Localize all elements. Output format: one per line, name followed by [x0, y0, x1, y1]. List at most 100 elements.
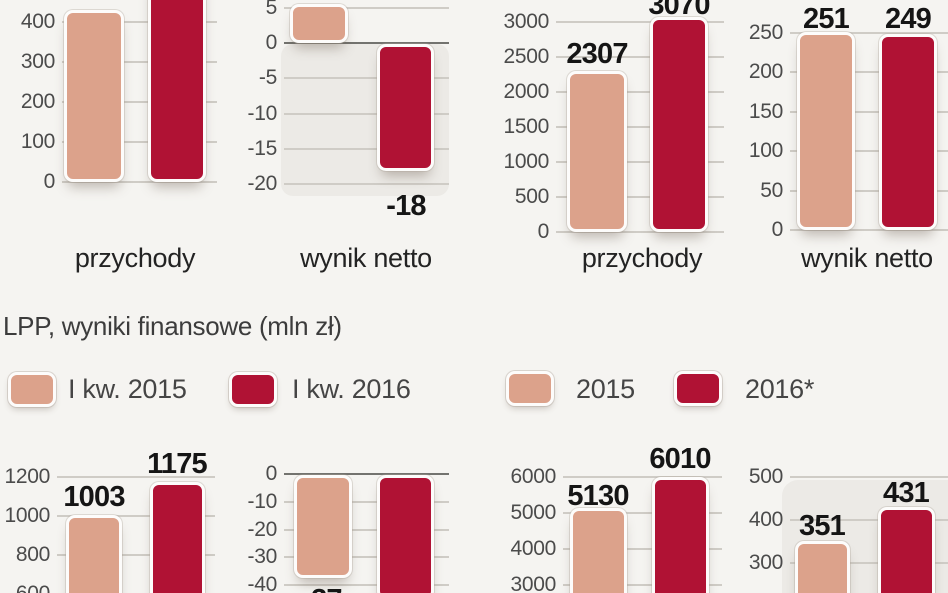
y-tick-label: -15: [247, 137, 278, 160]
y-tick-label: 6000: [510, 465, 556, 488]
bar-top-wynik-netto-roczny-series1: [797, 32, 855, 230]
gridline: [284, 113, 449, 115]
gridline: [62, 141, 217, 143]
legend-swatch-2016: [674, 371, 722, 406]
y-tick-label: 200: [20, 90, 55, 113]
bar-top-przychody-kwartalne-series2: [148, 0, 206, 182]
bar-top-wynik-netto-kwartalny-series1: [290, 4, 348, 43]
gridline: [790, 111, 948, 113]
y-tick-label: 0: [265, 31, 278, 54]
legend-label-q1-2015: I kw. 2015: [68, 374, 187, 404]
value-label-top-wynik-netto-kwartalny-series2: -18: [386, 190, 426, 222]
legend-label-2016: 2016*: [745, 374, 815, 404]
gridline: [563, 584, 722, 586]
y-tick-label: 1200: [4, 465, 50, 488]
gridline: [284, 556, 449, 558]
zero-gridline: [284, 42, 449, 44]
y-tick-label: 0: [265, 462, 278, 485]
value-label-lpp-wynik-netto-roczny-series2: 431: [883, 477, 930, 509]
gridline: [62, 101, 217, 103]
gridline: [62, 61, 217, 63]
y-tick-label: 1000: [4, 504, 50, 527]
bar-lpp-przychody-roczne-series2: [652, 477, 709, 593]
x-axis-label-top-wynik-netto-roczny: wynik netto: [801, 243, 933, 273]
y-tick-label: 5000: [510, 501, 556, 524]
legend-swatch-2015: [506, 371, 554, 406]
y-tick-label: 3000: [510, 573, 556, 593]
gridline: [563, 476, 722, 478]
y-tick-label: 600: [0, 582, 50, 593]
gridline: [563, 512, 722, 514]
bar-top-przychody-kwartalne-series1: [64, 10, 124, 182]
value-label-lpp-przychody-kwartalne-series2: 1175: [147, 448, 208, 480]
y-tick-label: -10: [247, 102, 278, 125]
x-axis-label-top-przychody-roczne: przychody: [581, 243, 703, 273]
gridline: [62, 181, 217, 183]
y-tick-label: 500: [748, 465, 783, 488]
gridline: [790, 190, 948, 192]
gridline: [556, 21, 724, 23]
y-tick-label: 2500: [503, 45, 549, 68]
y-tick-label: 100: [748, 139, 783, 162]
value-label-top-przychody-roczne-series2: 3070: [648, 0, 710, 21]
value-label-top-przychody-roczne-series1: 2307: [566, 38, 628, 70]
gridline: [556, 161, 724, 163]
bar-top-wynik-netto-roczny-series2: [879, 34, 937, 230]
y-tick-label: 2000: [503, 80, 549, 103]
gridline: [556, 196, 724, 198]
gridline: [790, 519, 948, 521]
y-tick-label: 250: [748, 21, 783, 44]
gridline: [57, 515, 215, 517]
bar-lpp-wynik-netto-kwartalny-series1: [294, 475, 352, 578]
gridline: [790, 71, 948, 73]
value-label-lpp-wynik-netto-roczny-series1: 351: [799, 510, 846, 542]
gridline: [790, 229, 948, 231]
y-tick-label: 1000: [503, 150, 549, 173]
bar-lpp-przychody-kwartalne-series2: [150, 482, 205, 593]
value-label-lpp-przychody-roczne-series1: 5130: [567, 480, 629, 512]
gridline: [284, 183, 449, 185]
gridline: [556, 126, 724, 128]
y-tick-label: 150: [748, 100, 783, 123]
bar-lpp-wynik-netto-roczny-series2: [878, 507, 935, 593]
gridline: [790, 150, 948, 152]
y-tick-label: 0: [771, 218, 784, 241]
gridline: [284, 501, 449, 503]
y-tick-label: 5: [265, 0, 278, 19]
value-label-top-wynik-netto-roczny-series1: 251: [803, 3, 850, 35]
y-tick-label: 0: [537, 220, 550, 243]
y-tick-label: -5: [258, 66, 277, 89]
legend-label-2015: 2015: [576, 374, 635, 404]
gridline: [284, 77, 449, 79]
bar-lpp-przychody-kwartalne-series1: [66, 515, 122, 593]
gridline: [284, 7, 449, 9]
y-tick-label: -30: [247, 545, 278, 568]
y-tick-label: 500: [514, 185, 549, 208]
value-label-lpp-przychody-roczne-series2: 6010: [649, 443, 711, 475]
y-tick-label: 300: [20, 50, 55, 73]
value-label-top-wynik-netto-roczny-series2: 249: [885, 3, 932, 35]
x-axis-label-top-przychody-kwartalne: przychody: [74, 243, 196, 273]
legend-label-q1-2016: I kw. 2016: [292, 374, 411, 404]
y-tick-label: 100: [20, 130, 55, 153]
y-tick-label: 0: [43, 170, 56, 193]
y-tick-label: 4000: [510, 537, 556, 560]
y-tick-label: 200: [748, 60, 783, 83]
y-tick-label: -10: [247, 490, 278, 513]
gridline: [563, 548, 722, 550]
y-tick-label: 300: [748, 551, 783, 574]
gridline: [62, 21, 217, 23]
gridline: [284, 148, 449, 150]
value-label-lpp-wynik-netto-kwartalny-series1: -37: [247, 584, 397, 593]
y-tick-label: 800: [15, 543, 50, 566]
bar-top-wynik-netto-kwartalny-series2: [377, 44, 434, 171]
gridline: [57, 476, 215, 478]
bar-lpp-wynik-netto-kwartalny-series2: [377, 475, 434, 593]
y-tick-label: -20: [247, 172, 278, 195]
value-label-lpp-przychody-kwartalne-series1: 1003: [63, 481, 125, 513]
gridline: [556, 231, 724, 233]
chart-title: LPP, wyniki finansowe (mln zł): [3, 311, 342, 341]
zero-gridline: [284, 473, 449, 475]
y-tick-label: 3000: [503, 10, 549, 33]
